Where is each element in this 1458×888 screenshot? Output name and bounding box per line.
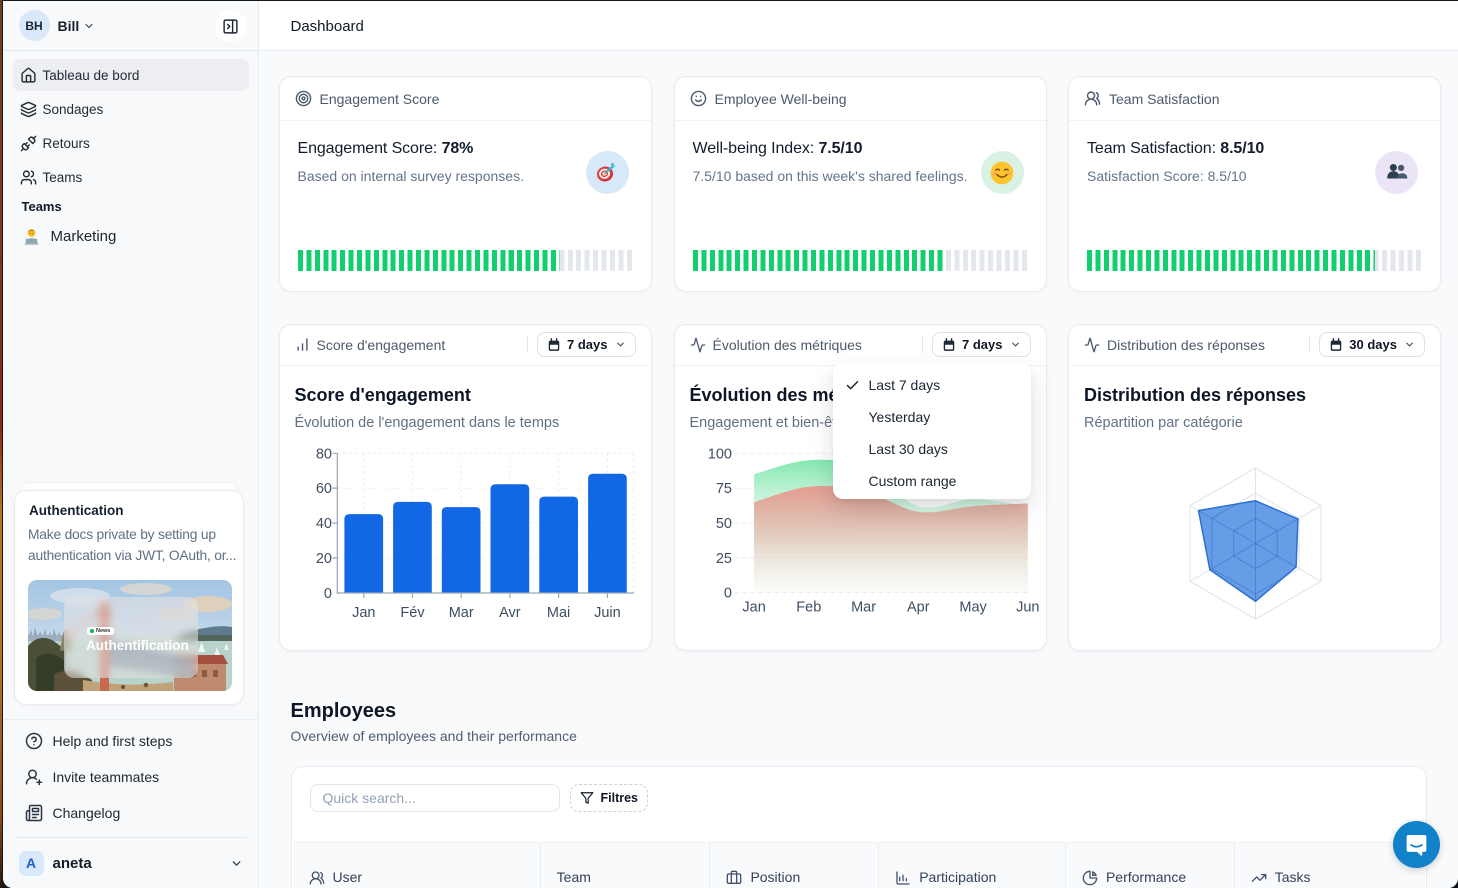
svg-text:Jun: Jun: [1016, 599, 1039, 615]
svg-text:40: 40: [315, 516, 331, 532]
svg-text:Avr: Avr: [499, 605, 521, 621]
svg-text:Jan: Jan: [742, 599, 765, 615]
svg-text:May: May: [959, 599, 987, 615]
svg-text:Mar: Mar: [448, 605, 473, 621]
svg-text:0: 0: [323, 586, 331, 602]
svg-text:50: 50: [715, 516, 731, 532]
svg-text:25: 25: [715, 551, 731, 567]
svg-text:Mai: Mai: [546, 605, 569, 621]
svg-text:Mar: Mar: [851, 599, 876, 615]
svg-text:80: 80: [315, 446, 331, 462]
svg-text:Apr: Apr: [907, 599, 930, 615]
svg-text:Juin: Juin: [594, 605, 621, 621]
svg-text:100: 100: [707, 446, 731, 462]
svg-text:Fév: Fév: [400, 605, 425, 621]
svg-text:20: 20: [315, 551, 331, 567]
svg-text:Feb: Feb: [796, 599, 821, 615]
svg-text:60: 60: [315, 481, 331, 497]
svg-text:75: 75: [715, 481, 731, 497]
svg-text:Jan: Jan: [352, 605, 375, 621]
svg-text:0: 0: [723, 585, 731, 601]
